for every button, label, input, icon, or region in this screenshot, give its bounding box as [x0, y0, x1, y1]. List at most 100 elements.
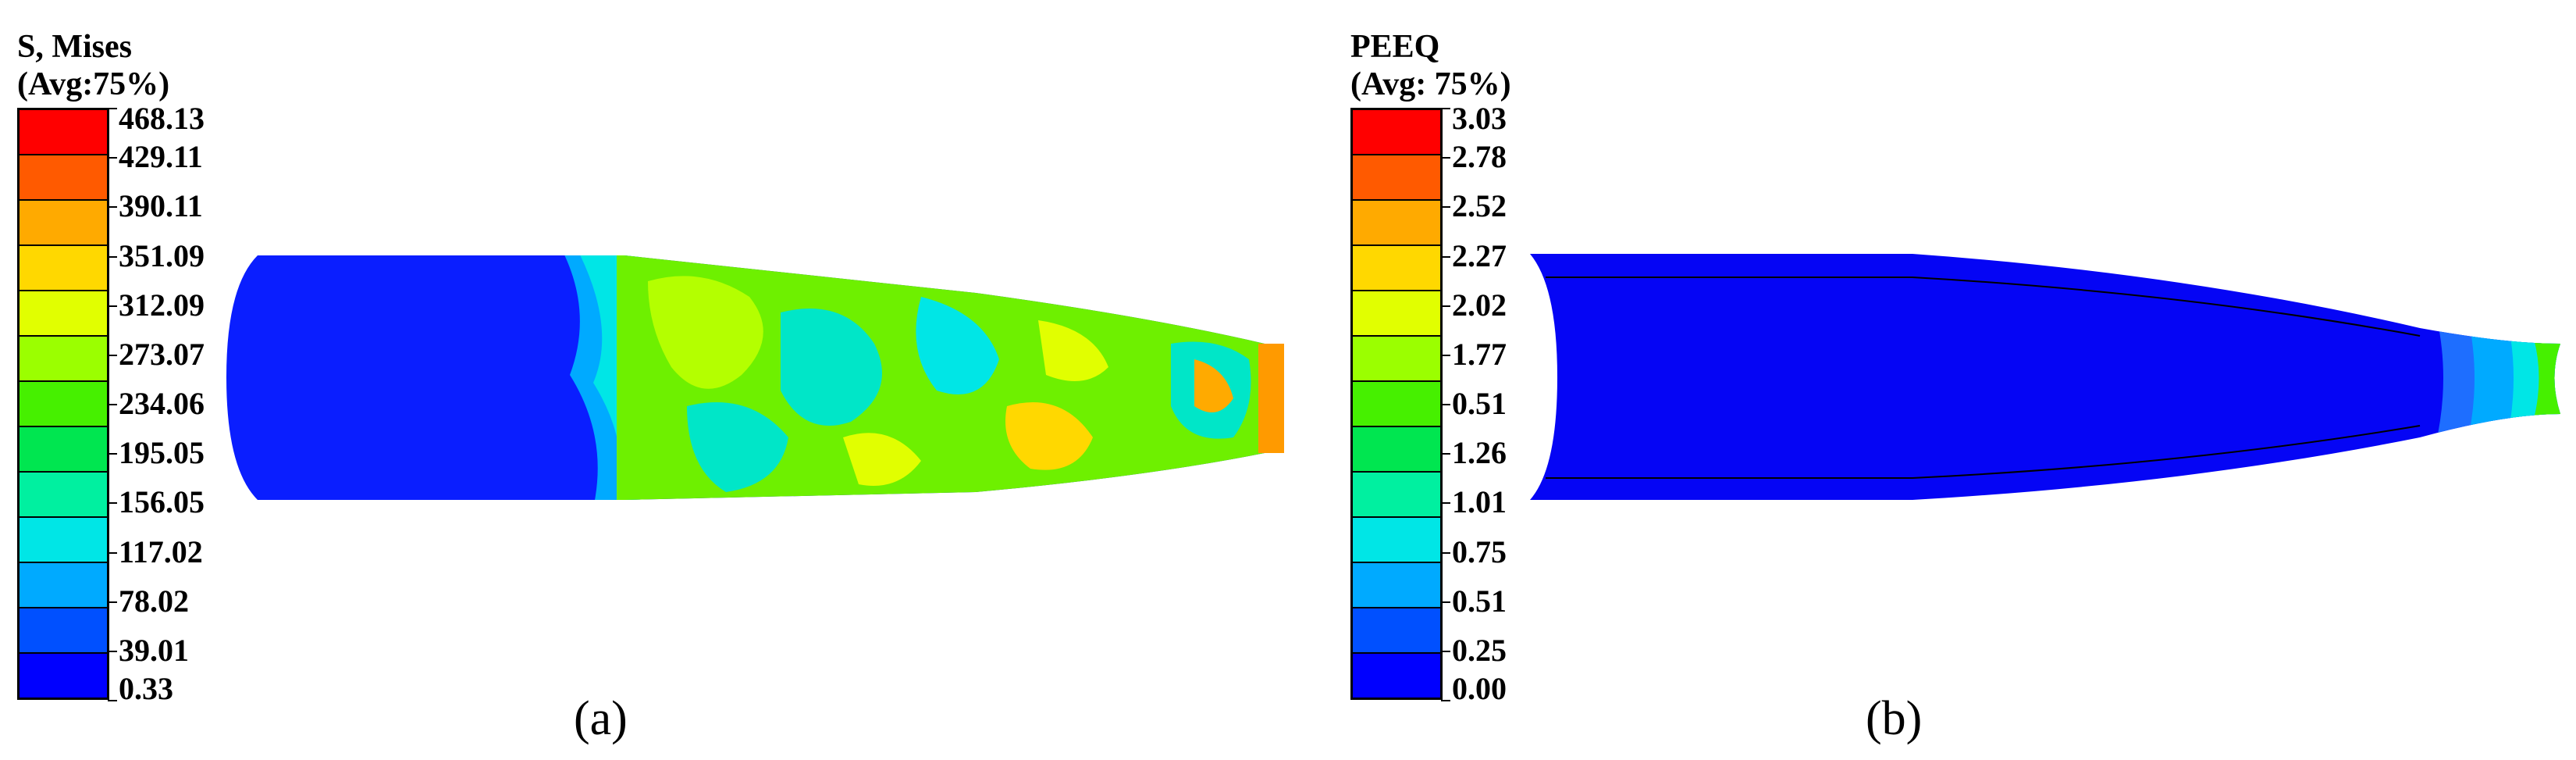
legend-tick-label: 234.06 [119, 386, 205, 421]
legend-tick-label: 0.75 [1452, 533, 1507, 569]
legend-tick-label: 0.51 [1452, 583, 1507, 619]
peeq-inner-line-top [1546, 277, 2421, 337]
legend-swatch [20, 110, 107, 155]
legend-b-colorbar [1350, 108, 1443, 700]
legend-tick-mark [1441, 404, 1450, 405]
legend-tick-label: 1.77 [1452, 336, 1507, 372]
mises-hotspot [648, 276, 763, 389]
legend-tick-label: 312.09 [119, 287, 205, 323]
legend-swatch [1353, 155, 1440, 201]
legend-swatch [20, 291, 107, 337]
legend-swatch [20, 518, 107, 563]
legend-swatch [20, 654, 107, 698]
legend-tick-mark [1441, 354, 1450, 356]
legend-a-title-line1: S, Mises [17, 29, 132, 65]
legend-tick-mark [1441, 502, 1450, 505]
legend-tick-mark [1441, 700, 1450, 701]
legend-tick-label: 351.09 [119, 237, 205, 273]
legend-tick-label: 0.25 [1452, 632, 1507, 668]
legend-tick-label: 468.13 [119, 101, 205, 136]
legend-b-title-line1: PEEQ [1350, 29, 1440, 65]
legend-swatch [1353, 518, 1440, 563]
mises-tip-end [1258, 344, 1284, 453]
legend-a-title-line2: (Avg:75%) [17, 66, 170, 102]
legend-swatch [1353, 427, 1440, 473]
legend-tick-label: 1.26 [1452, 435, 1507, 471]
legend-tick-mark [108, 206, 117, 209]
legend-swatch [20, 155, 107, 201]
legend-tick-mark [1441, 453, 1450, 455]
legend-tick-mark [1441, 551, 1450, 554]
legend-tick-label: 195.05 [119, 435, 205, 471]
mises-contour-plot [226, 255, 1284, 500]
legend-tick-mark [108, 108, 117, 109]
peeq-tip-band [2506, 312, 2560, 445]
legend-tick-mark [1441, 206, 1450, 209]
mises-tip-hot [1194, 359, 1233, 412]
legend-tick-mark [108, 453, 117, 455]
legend-swatch [20, 382, 107, 427]
legend-tick-mark [1441, 305, 1450, 307]
legend-swatch [20, 608, 107, 654]
legend-tick-label: 2.78 [1452, 139, 1507, 175]
legend-swatch [1353, 246, 1440, 291]
legend-tick-label: 117.02 [119, 533, 203, 569]
legend-swatch [20, 563, 107, 608]
legend-tick-label: 273.07 [119, 336, 205, 372]
legend-tick-mark [1441, 255, 1450, 258]
legend-swatch [1353, 110, 1440, 155]
legend-swatch [20, 427, 107, 473]
mises-hotspot [843, 433, 921, 486]
mises-cool-patch [687, 402, 788, 492]
legend-a-colorbar [17, 108, 109, 700]
mises-hotspot [1005, 402, 1093, 470]
legend-tick-mark [108, 502, 117, 505]
legend-tick-mark [108, 700, 117, 701]
legend-swatch [20, 201, 107, 246]
legend-tick-label: 0.00 [1452, 671, 1507, 706]
legend-tick-mark [1441, 650, 1450, 652]
legend-swatch [20, 337, 107, 382]
legend-tick-label: 1.01 [1452, 484, 1507, 520]
legend-b-title-line2: (Avg: 75%) [1350, 66, 1511, 102]
legend-swatch [20, 246, 107, 291]
legend-tick-label: 429.11 [119, 139, 203, 175]
legend-tick-label: 39.01 [119, 632, 189, 668]
legend-swatch [1353, 563, 1440, 608]
legend-tick-label: 0.51 [1452, 386, 1507, 421]
mises-hotspot [1038, 320, 1108, 381]
legend-swatch [1353, 608, 1440, 654]
legend-tick-mark [108, 354, 117, 356]
legend-tick-label: 2.52 [1452, 188, 1507, 224]
legend-tick-label: 3.03 [1452, 101, 1507, 136]
peeq-inner-line-bottom [1546, 425, 2421, 479]
legend-tick-label: 78.02 [119, 583, 189, 619]
peeq-contour-plot [1530, 254, 2560, 500]
legend-swatch [20, 473, 107, 518]
legend-tick-mark [1441, 108, 1450, 109]
legend-tick-label: 156.05 [119, 484, 205, 520]
legend-tick-label: 2.27 [1452, 237, 1507, 273]
panel-b-peeq: PEEQ (Avg: 75%) 3.03 2.78 2.52 2.27 2.02 1.77… [1288, 0, 2576, 760]
panel-a-mises-stress: S, Mises (Avg:75%) 468.13 429.11 390.11 351… [17, 29, 1284, 745]
legend-tick-mark [108, 551, 117, 554]
legend-tick-mark [108, 601, 117, 603]
legend-tick-mark [108, 255, 117, 258]
peeq-main-region [1530, 254, 2560, 500]
legend-tick-mark [1441, 157, 1450, 159]
legend-tick-mark [108, 404, 117, 405]
legend-swatch [1353, 654, 1440, 698]
panel-a-caption: (a) [574, 692, 628, 745]
legend-tick-mark [108, 157, 117, 159]
panel-b-caption: (b) [1866, 692, 1923, 745]
legend-swatch [1353, 291, 1440, 337]
legend-swatch [1353, 382, 1440, 427]
legend-swatch [1353, 201, 1440, 246]
legend-swatch [1353, 473, 1440, 518]
legend-tick-label: 2.02 [1452, 287, 1507, 323]
mises-cool-patch [916, 297, 999, 394]
legend-tick-label: 390.11 [119, 188, 203, 224]
legend-tick-mark [1441, 601, 1450, 603]
legend-tick-label: 0.33 [119, 671, 173, 706]
legend-swatch [1353, 337, 1440, 382]
